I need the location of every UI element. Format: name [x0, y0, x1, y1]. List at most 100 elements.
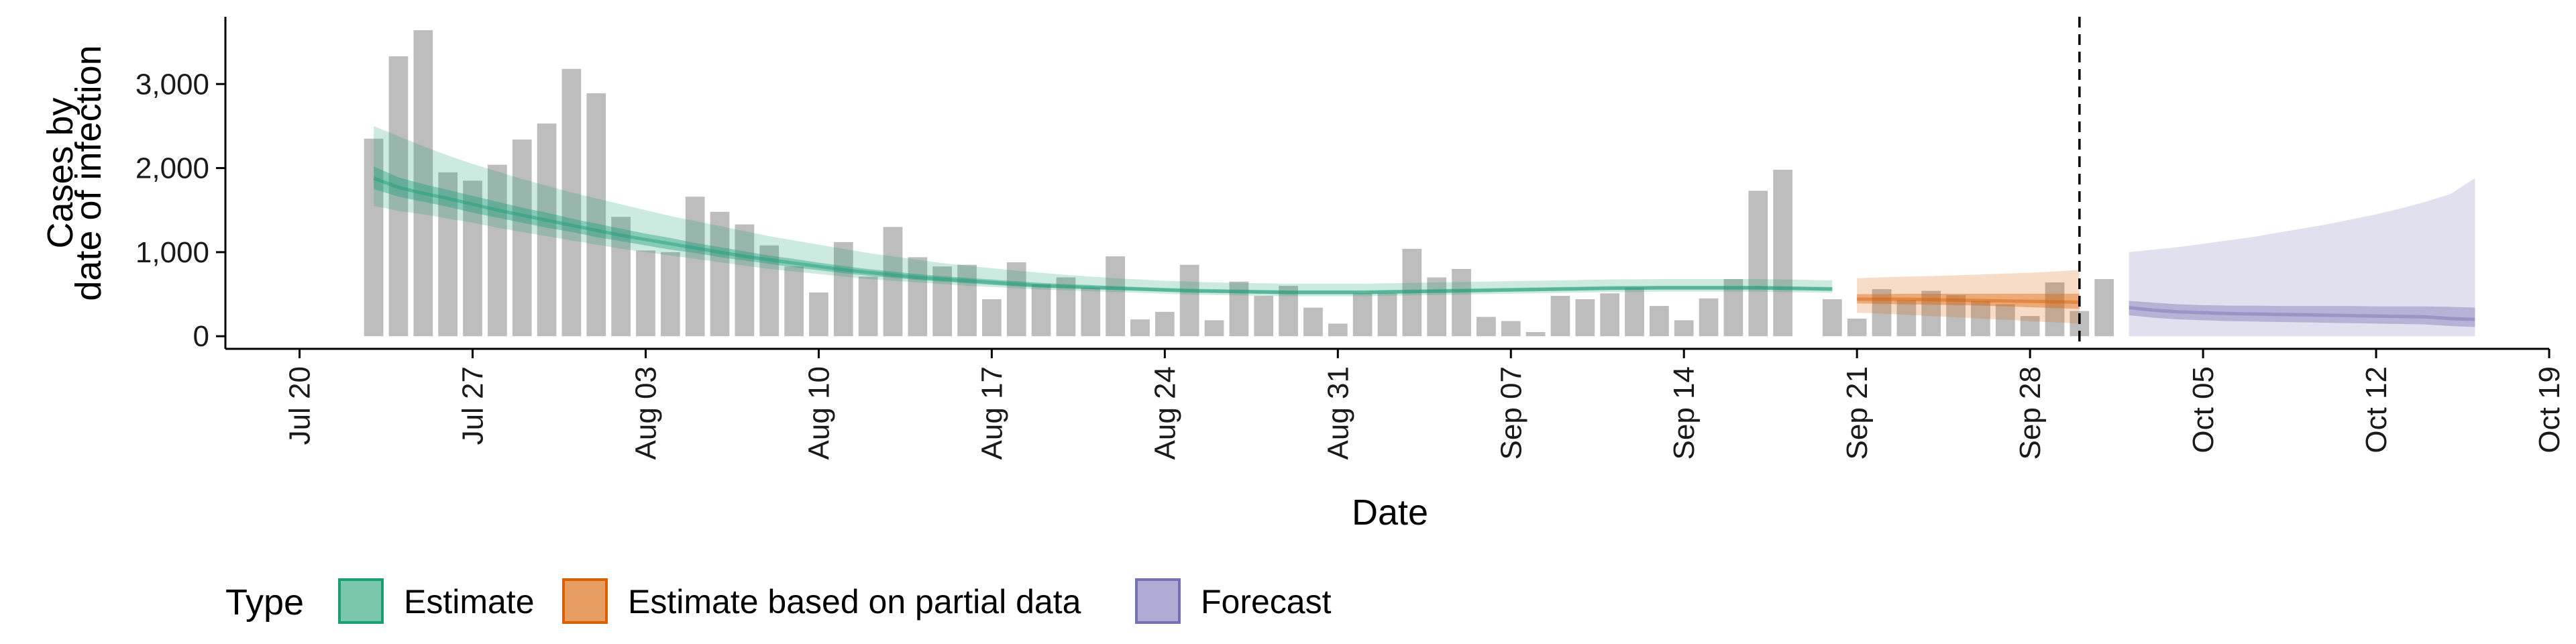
case-bar	[1377, 293, 1397, 337]
y-tick-label: 2,000	[136, 152, 209, 185]
x-tick-label: Aug 17	[975, 366, 1008, 460]
case-bar	[1550, 296, 1570, 337]
x-tick-label: Aug 10	[802, 366, 835, 460]
case-bar	[685, 197, 705, 337]
case-bar	[858, 276, 878, 337]
case-bar	[1130, 319, 1150, 337]
case-bar	[1995, 304, 2015, 337]
case-bar	[1031, 284, 1051, 337]
case-bar	[833, 241, 853, 337]
case-bar	[908, 257, 928, 337]
case-bar	[1822, 299, 1842, 337]
case-bar	[1477, 317, 1496, 337]
case-bar	[1872, 289, 1892, 337]
case-bar	[1773, 170, 1792, 337]
case-bar	[463, 180, 482, 337]
estimate-based-on-partial-data-band-50	[1857, 293, 2080, 309]
case-bar	[2020, 316, 2040, 337]
case-bar	[1525, 331, 1546, 337]
case-bar	[1699, 298, 1719, 337]
case-bar	[735, 224, 755, 337]
legend-key-estimate-based-on-partial-data	[562, 578, 608, 624]
case-bar	[636, 250, 655, 337]
case-bar	[883, 227, 903, 337]
case-bar	[1229, 281, 1249, 337]
case-bar	[1723, 278, 1743, 337]
x-tick-label: Oct 05	[2187, 366, 2220, 453]
case-bar	[586, 93, 606, 337]
case-bar	[1625, 287, 1644, 337]
case-bar	[438, 172, 458, 337]
x-tick-label: Jul 27	[457, 366, 490, 445]
case-bar	[1402, 248, 1422, 337]
x-tick-label: Aug 31	[1322, 366, 1354, 460]
x-tick-label: Sep 28	[2014, 366, 2047, 460]
case-bar	[1575, 299, 1595, 337]
legend-key-forecast	[1135, 578, 1181, 624]
case-bar	[2045, 282, 2065, 337]
estimate-based-on-partial-data-band-90	[1857, 270, 2080, 324]
case-bar	[1155, 311, 1175, 337]
x-axis-title: Date	[1352, 492, 1428, 533]
case-bar	[660, 252, 680, 337]
case-bar	[1501, 321, 1521, 337]
case-bar	[1452, 268, 1471, 337]
axes-layer: 0 1,000 2,000 3,000 Jul 20 Jul 27 Aug 03 Aug 10…	[136, 17, 2566, 460]
estimate-median-line	[373, 176, 1833, 294]
bands-layer	[373, 125, 2475, 337]
case-bar	[611, 217, 631, 337]
case-bar	[2094, 278, 2114, 337]
case-bar	[982, 299, 1002, 337]
case-bar	[561, 68, 582, 337]
case-bar	[1847, 318, 1867, 337]
case-bar	[809, 292, 828, 337]
x-tick-label: Jul 20	[284, 366, 317, 445]
case-bar	[1971, 301, 1990, 337]
x-tick-label: Sep 21	[1841, 366, 1874, 460]
case-bar	[1649, 306, 1669, 337]
legend-title: Type	[225, 582, 304, 623]
legend-label-forecast: Forecast	[1201, 583, 1332, 621]
case-bar	[512, 139, 532, 337]
y-tick-label: 1,000	[136, 236, 209, 269]
forecast-median-line	[2129, 306, 2475, 321]
case-bar	[957, 264, 977, 337]
x-tick-label: Sep 07	[1495, 366, 1527, 460]
case-bar	[784, 266, 804, 337]
case-bar	[1279, 286, 1298, 337]
forecast-band-90	[2129, 178, 2475, 337]
y-tick-label: 3,000	[136, 68, 209, 101]
case-bar	[1328, 323, 1348, 337]
case-bar	[413, 30, 433, 337]
case-bar	[388, 56, 409, 337]
legend-label-estimate: Estimate	[404, 583, 535, 621]
case-bar	[932, 266, 953, 337]
case-bar	[537, 123, 557, 337]
x-tick-label: Aug 03	[629, 366, 662, 460]
case-bar	[1204, 320, 1224, 337]
case-bar	[1600, 293, 1620, 337]
case-bar	[1254, 296, 1274, 337]
case-bar	[710, 211, 730, 337]
y-tick-label: 0	[193, 320, 209, 353]
x-tick-label: Aug 24	[1148, 366, 1181, 460]
case-bar	[1674, 320, 1694, 337]
case-bar	[364, 138, 384, 337]
legend-key-estimate	[338, 578, 384, 624]
case-bar	[1352, 293, 1373, 337]
estimate-based-on-partial-data-median-line	[1857, 297, 2080, 304]
y-axis-title: Cases by date of infection	[40, 45, 109, 301]
case-bar	[1748, 191, 1768, 337]
case-bar	[1896, 300, 1917, 337]
case-bar	[1427, 277, 1447, 337]
case-bar	[1946, 294, 1966, 337]
y-axis-title-line-2: date of infection	[68, 45, 109, 301]
bars-layer	[364, 30, 2114, 337]
case-bar	[1106, 256, 1126, 337]
forecast-band-50	[2129, 301, 2475, 327]
y-axis-title-line-1: Cases by	[40, 97, 80, 248]
x-tick-label: Oct 12	[2360, 366, 2393, 453]
case-bar	[1081, 287, 1101, 337]
case-bar	[1921, 290, 1941, 337]
